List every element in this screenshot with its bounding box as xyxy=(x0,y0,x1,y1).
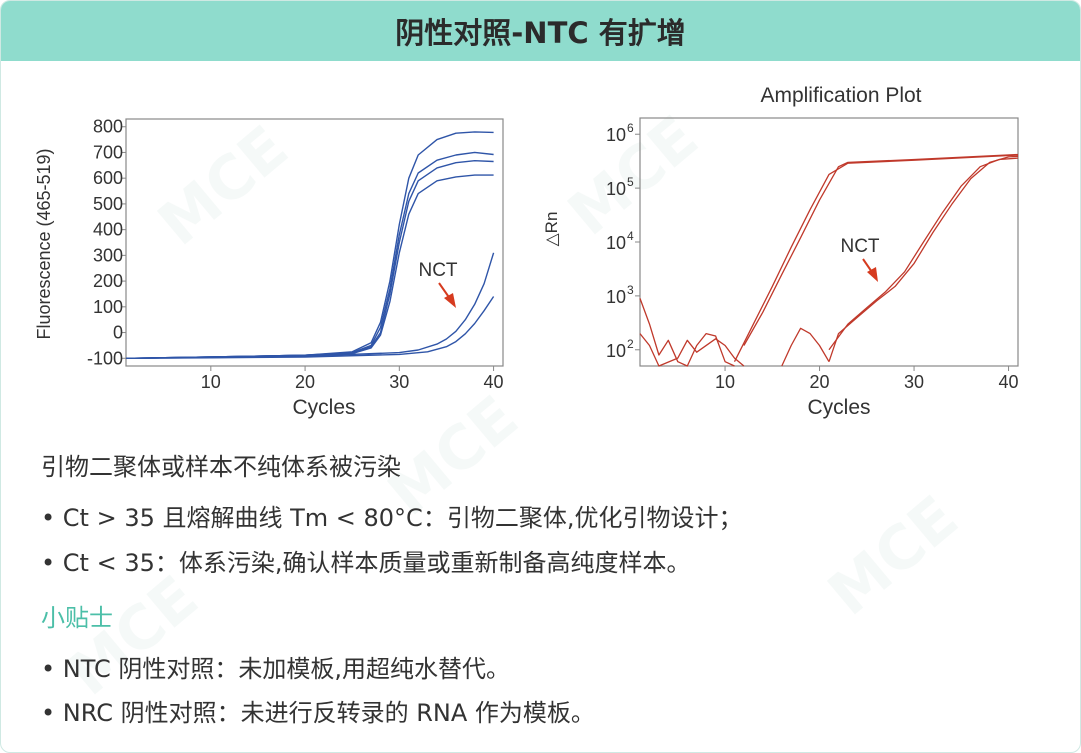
tips-title: 小贴士 xyxy=(41,604,113,632)
y-tick-label: 10 xyxy=(606,287,626,307)
y-tick-label: 0 xyxy=(113,323,123,343)
plot-frame xyxy=(125,118,504,367)
notes-bullet: • Ct < 35：体系污染,确认样本质量或重新制备高纯度样本。 xyxy=(41,549,691,577)
series-line-6 xyxy=(125,296,495,359)
x-tick-label: 40 xyxy=(484,372,504,392)
x-tick-label: 20 xyxy=(295,372,315,392)
series-line-2 xyxy=(125,151,494,359)
x-tick-label: 10 xyxy=(715,372,735,392)
series-line-5 xyxy=(125,252,495,359)
nct-annotation: NCT xyxy=(418,260,457,281)
delta-rn-label: △Rn xyxy=(542,212,561,247)
series-line-3 xyxy=(828,155,1019,362)
chart-title: Amplification Plot xyxy=(760,84,921,107)
x-tick-label: 40 xyxy=(999,372,1019,392)
nct-annotation: NCT xyxy=(840,236,879,257)
y-tick-label: 10 xyxy=(606,341,626,361)
fluorescence-chart: Fluorescence (465-519) Cycles 800 700 600 5… xyxy=(34,117,504,419)
x-tick-label: 20 xyxy=(810,372,830,392)
series-line-1 xyxy=(125,131,494,359)
y-tick-label: 700 xyxy=(93,142,123,162)
notes-bullet: • Ct > 35 且熔解曲线 Tm < 80°C：引物二聚体,优化引物设计； xyxy=(41,504,743,532)
page-title: 阴性对照-NTC 有扩增 xyxy=(395,16,686,50)
nct-arrow xyxy=(438,282,456,308)
y-tick-exponent: 5 xyxy=(627,175,634,189)
series-line-7 xyxy=(781,327,830,367)
y-tick-label: 300 xyxy=(93,245,123,265)
x-tick-label: 30 xyxy=(904,372,924,392)
y-tick-label: 10 xyxy=(606,233,626,253)
nct-arrow xyxy=(862,258,878,282)
y-tick-label: -100 xyxy=(87,348,123,368)
y-tick-exponent: 3 xyxy=(627,283,634,297)
tips-bullet: • NRC 阴性对照：未进行反转录的 RNA 作为模板。 xyxy=(41,699,595,727)
y-tick-exponent: 6 xyxy=(627,121,634,135)
plot-frame xyxy=(639,117,1019,367)
y-tick-exponent: 2 xyxy=(627,337,634,351)
watermark: MCE xyxy=(815,482,972,630)
series-line-6 xyxy=(639,333,745,367)
y-tick-label: 800 xyxy=(93,117,123,137)
series-line-5 xyxy=(639,298,735,367)
notes-title: 引物二聚体或样本不纯体系被污染 xyxy=(41,453,401,481)
x-tick-label: 30 xyxy=(389,372,409,392)
series-line-2 xyxy=(733,154,1019,362)
y-axis-label: Fluorescence (465-519) xyxy=(34,148,54,339)
y-tick-label: 100 xyxy=(93,297,123,317)
amplification-plot: Amplification Plot △Rn △Rn Cycles 106105… xyxy=(542,84,1019,419)
series-line-4 xyxy=(828,157,1019,351)
y-tick-label: 600 xyxy=(93,168,123,188)
y-tick-label: 10 xyxy=(606,179,626,199)
y-tick-label: 10 xyxy=(606,125,626,145)
header-banner: 阴性对照-NTC 有扩增 xyxy=(1,1,1080,61)
x-tick-label: 10 xyxy=(201,372,221,392)
y-tick-label: 200 xyxy=(93,271,123,291)
y-tick-exponent: 4 xyxy=(627,229,634,243)
watermark: MCE xyxy=(55,562,212,710)
x-axis-label: Cycles xyxy=(807,396,870,419)
x-axis-label: Cycles xyxy=(292,396,355,419)
series-line-4 xyxy=(125,174,494,359)
y-tick-label: 500 xyxy=(93,194,123,214)
y-tick-label: 400 xyxy=(93,220,123,240)
tips-bullet: • NTC 阴性对照：未加模板,用超纯水替代。 xyxy=(41,655,511,683)
series-line-1 xyxy=(743,153,1019,346)
